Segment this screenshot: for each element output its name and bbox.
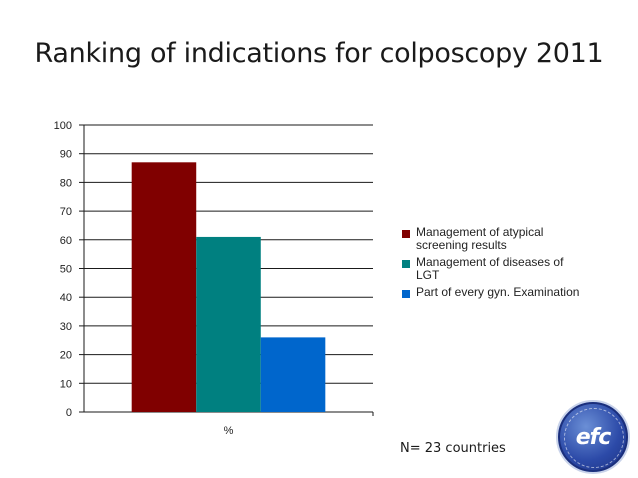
legend-item: Management of diseases of LGT [402,256,592,282]
legend-label: Part of every gyn. Examination [416,285,580,299]
legend-item: Management of atypical screening results [402,226,592,252]
x-tick-label: % [224,425,234,437]
slide-title: Ranking of indications for colposcopy 20… [34,38,604,69]
legend-swatch [402,260,410,268]
bar [131,162,197,412]
y-tick-label: 0 [66,407,72,419]
y-tick-label: 100 [54,120,72,132]
y-tick-label: 20 [60,350,72,362]
y-tick-label: 50 [60,264,72,276]
y-tick-label: 40 [60,292,72,304]
y-tick-label: 70 [60,206,72,218]
chart-legend: Management of atypical screening results… [402,226,592,303]
y-tick-label: 90 [60,149,72,161]
efc-logo: efc [556,400,630,474]
legend-swatch [402,230,410,238]
bar [196,236,261,412]
y-tick-label: 80 [60,177,72,189]
logo-ring [564,408,624,468]
legend-swatch [402,290,410,298]
legend-item: Part of every gyn. Examination [402,286,592,299]
sample-size-note: N= 23 countries [400,441,506,456]
logo-text: efc [575,424,612,450]
y-tick-label: 60 [60,235,72,247]
bar [260,337,326,412]
y-tick-label: 30 [60,321,72,333]
legend-label: Management of atypical screening results [416,225,544,252]
y-tick-label: 10 [60,378,72,390]
legend-label: Management of diseases of LGT [416,255,564,282]
